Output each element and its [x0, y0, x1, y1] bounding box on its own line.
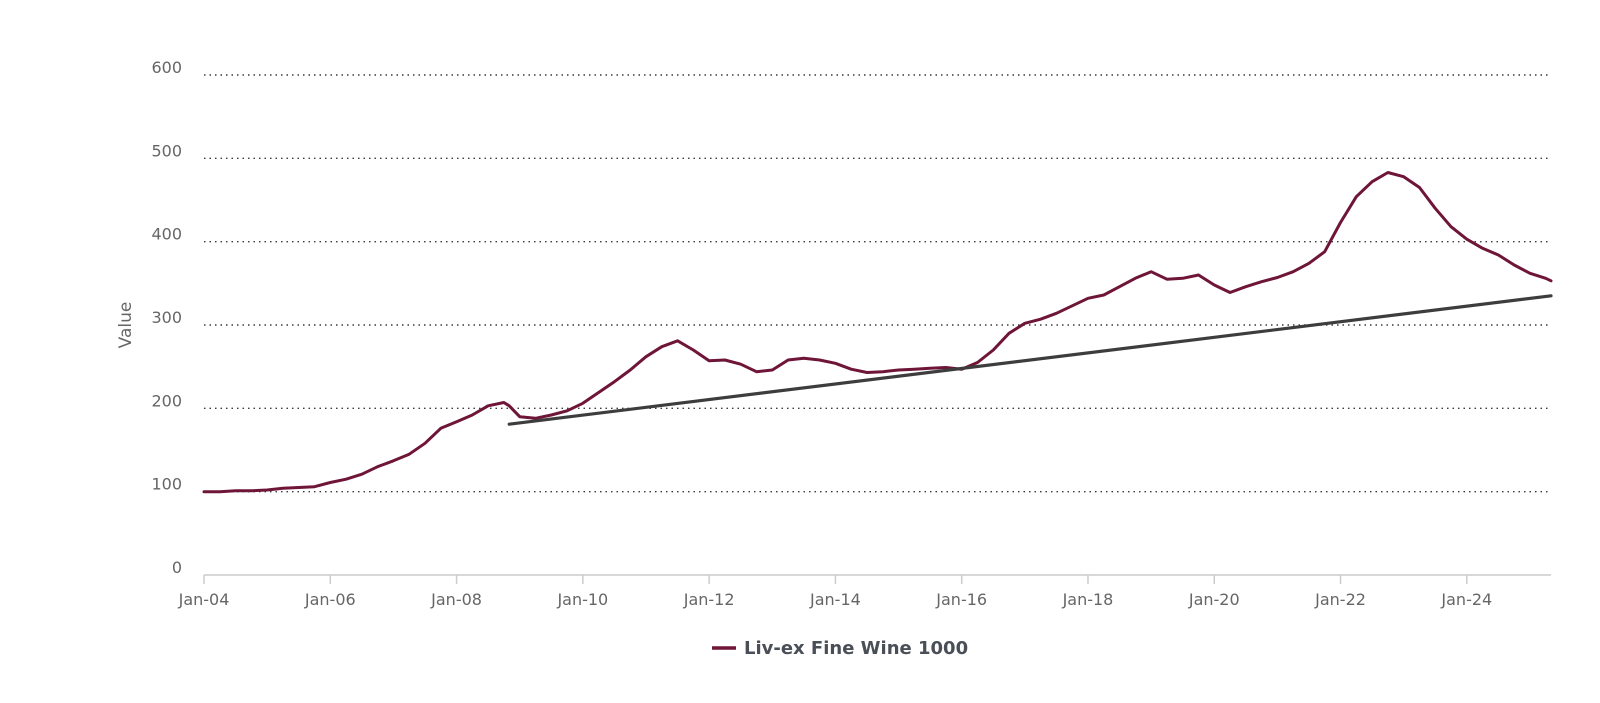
- series-line-liv-ex-fine-wine-1000: [202, 171, 1553, 494]
- y-tick-label: 400: [151, 225, 182, 244]
- legend[interactable]: Liv-ex Fine Wine 1000: [712, 638, 968, 659]
- legend-label: Liv-ex Fine Wine 1000: [744, 638, 968, 659]
- x-tick-label: Jan-20: [1188, 590, 1240, 609]
- y-tick-label: 300: [151, 308, 182, 327]
- trend-line: [507, 294, 1553, 426]
- y-axis-tick-labels: 0 100 200 300 400 500 600: [151, 58, 182, 577]
- y-tick-label: 600: [151, 58, 182, 77]
- y-axis-title: Value: [116, 302, 136, 349]
- x-tick-label: Jan-14: [809, 590, 861, 609]
- x-tick-label: Jan-22: [1314, 590, 1366, 609]
- x-tick-label: Jan-10: [556, 590, 608, 609]
- x-tick-label: Jan-06: [304, 590, 356, 609]
- x-tick-label: Jan-18: [1062, 590, 1114, 609]
- x-tick-label: Jan-16: [935, 590, 987, 609]
- y-tick-label: 0: [172, 558, 182, 577]
- grid-lines: [204, 74, 1551, 493]
- series-lines: [202, 171, 1553, 494]
- y-tick-label: 200: [151, 391, 182, 410]
- x-tick-label: Jan-12: [683, 590, 735, 609]
- x-tick-label: Jan-24: [1440, 590, 1492, 609]
- y-tick-label: 100: [151, 475, 182, 494]
- y-tick-label: 500: [151, 141, 182, 160]
- x-tick-label: Jan-04: [178, 590, 230, 609]
- legend-item[interactable]: Liv-ex Fine Wine 1000: [712, 638, 968, 659]
- x-axis: Jan-04 Jan-06 Jan-08 Jan-10 Jan-12 Jan-14 Jan-…: [178, 574, 1551, 609]
- x-tick-label: Jan-08: [430, 590, 482, 609]
